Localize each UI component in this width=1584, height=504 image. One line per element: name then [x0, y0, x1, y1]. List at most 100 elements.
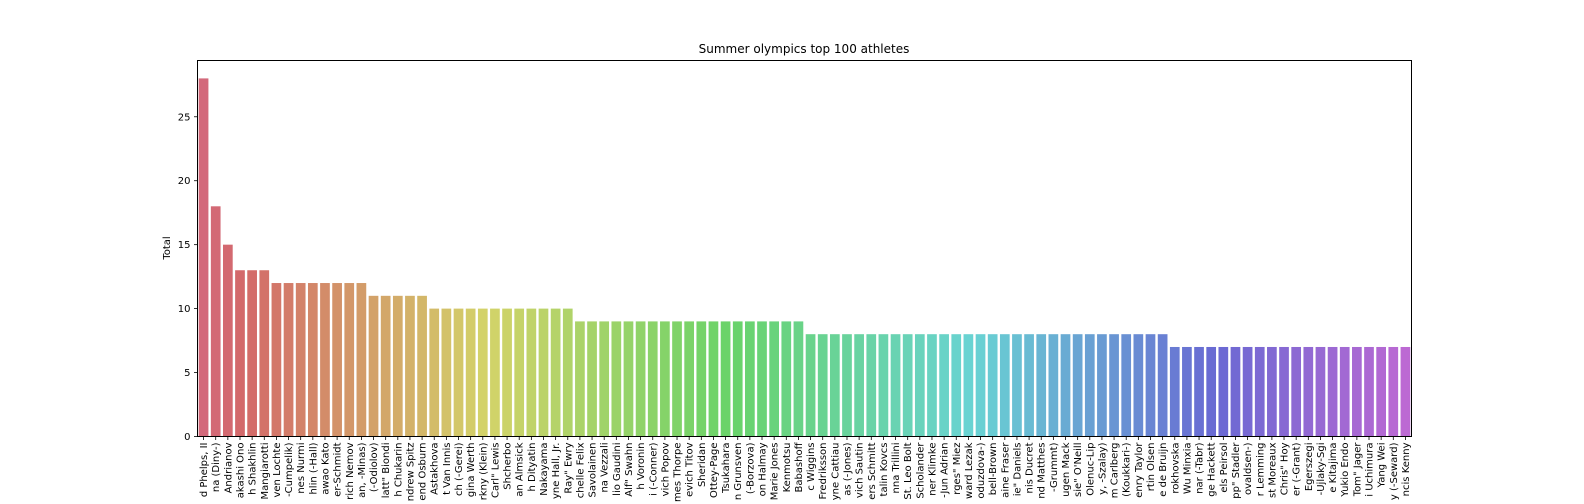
x-tick-label: Carl" Lewis [490, 443, 501, 499]
bar [902, 334, 913, 437]
x-tick-label: Ray" Ewry [563, 442, 574, 493]
bar [672, 321, 682, 437]
x-tick-label: vich Popov [660, 442, 671, 496]
bar [490, 308, 500, 437]
y-tick-label: 10 [178, 304, 191, 315]
x-tick-label: pp" Stadler [1231, 442, 1242, 499]
bar [392, 295, 403, 437]
bar [1060, 334, 1071, 437]
bar [1279, 346, 1289, 437]
bar [1072, 334, 1083, 437]
bar [1315, 346, 1326, 437]
x-tick-label: rges" Miez [952, 443, 963, 495]
x-tick-label: Egerszegi [1304, 443, 1315, 492]
bar [732, 321, 743, 437]
x-tick-label: (-Odiolov) [369, 442, 380, 492]
bars-group [198, 78, 1411, 437]
x-tick-label: Kenmotsu [782, 443, 793, 493]
x-tick-label: -Jun Adrian [940, 443, 951, 498]
x-tick-label: -Cumpelik) [284, 442, 295, 497]
x-tick-label: lio Gaudini [612, 443, 623, 496]
x-tick-label: d Phelps, II [199, 443, 210, 498]
x-tick-label: ner Klimke [927, 443, 938, 496]
x-tick-label: ncis Kenny [1401, 442, 1412, 496]
x-tick-label: an Almsick [515, 442, 526, 496]
x-tick-label: aine Fraser [1000, 442, 1011, 498]
x-tick-label: yne Hall, Jr. [551, 443, 562, 499]
bar [1024, 334, 1034, 437]
bar [1291, 346, 1302, 437]
x-tick-label: y (-Seward) [1389, 442, 1400, 500]
bar [1048, 334, 1059, 437]
bar [817, 334, 828, 437]
x-tick-label: nar (-Tabr) [1195, 442, 1206, 493]
x-tick-label: Astakhova [430, 443, 441, 495]
bar [927, 334, 937, 437]
x-tick-label: rkny (Klein) [478, 442, 489, 500]
bar [769, 321, 779, 437]
x-tick-label: vich Sautin [855, 443, 866, 499]
bar [854, 334, 864, 437]
x-tick-label: na (Diny-) [211, 442, 222, 492]
x-tick-label: as (-Jones) [842, 442, 853, 495]
x-tick-label: ge Hackett [1207, 442, 1218, 496]
x-tick-label: end Osburn [418, 443, 429, 501]
bar [1364, 346, 1374, 437]
x-tick-label: nna Trillini [891, 443, 902, 494]
x-tick-label: ovaldsen-) [1243, 442, 1254, 495]
bar [429, 308, 440, 437]
bar [453, 308, 464, 437]
y-tick-label: 15 [178, 240, 191, 251]
x-tick-label: akashi Ono [235, 443, 246, 499]
x-tick-label: mes Thorpe [673, 443, 684, 502]
x-tick-label: Nakayama [539, 443, 550, 496]
bar [866, 334, 877, 437]
x-tick-label: gina Werth [466, 443, 477, 498]
bar [842, 334, 852, 437]
bar [708, 321, 719, 437]
x-tick-label: talin Kovcs [879, 443, 890, 497]
x-tick-label: ugen Mack [1061, 442, 1072, 497]
bar [247, 270, 257, 437]
bar [1133, 334, 1144, 437]
bar [465, 308, 476, 437]
bar [684, 321, 695, 437]
y-tick-label: 20 [178, 176, 191, 187]
x-tick-label: yne Cattiau [830, 443, 841, 501]
bar [1242, 346, 1253, 437]
bar [1388, 346, 1399, 437]
x-tick-label: ie" Daniels [1012, 443, 1023, 497]
bar [1230, 346, 1241, 437]
bar [380, 295, 391, 437]
bar [599, 321, 610, 437]
bar [1376, 346, 1386, 437]
bar [271, 283, 282, 437]
x-tick-label: Wu Minxia [1182, 443, 1193, 495]
bar [1400, 346, 1411, 437]
x-tick-label: h Voronin [636, 443, 647, 490]
bar [999, 334, 1010, 437]
bar [1036, 334, 1047, 437]
bar [562, 308, 573, 437]
x-tick-label: -Ujlaky-Sgi [1316, 443, 1327, 496]
bar [647, 321, 658, 437]
x-tick-label: (Koukkari-) [1122, 442, 1133, 496]
y-tick-label: 5 [184, 368, 190, 379]
x-tick-label: Chris" Hoy [1280, 442, 1291, 495]
bar [1145, 334, 1156, 437]
x-tick-label: i Uchimura [1365, 443, 1376, 497]
x-tick-label: oduzdova-) [976, 442, 987, 498]
bar [829, 334, 840, 437]
y-tick-label: 25 [178, 112, 191, 123]
x-tick-label: -Grummt) [1049, 442, 1060, 492]
bar [550, 308, 561, 437]
bar [696, 321, 707, 437]
chart-title: Summer olympics top 100 athletes [699, 42, 910, 56]
x-tick-label: e Kitajima [1328, 443, 1339, 493]
bar [1206, 346, 1217, 437]
x-tick-label: h Chukarin [393, 443, 404, 497]
bar [1097, 334, 1107, 437]
x-tick-label: er (-Grant) [1292, 442, 1303, 496]
x-tick-label: na Vezzali [600, 443, 611, 493]
x-tick-label: Ottey-Page [709, 443, 720, 498]
